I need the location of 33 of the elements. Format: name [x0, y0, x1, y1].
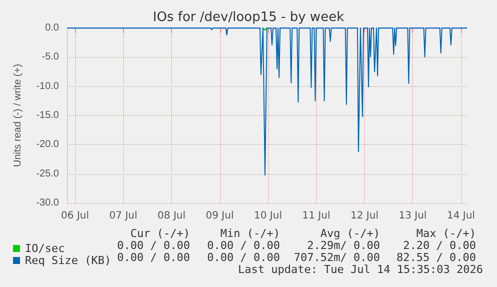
text: Max (-/+) — [416, 227, 476, 240]
text: 0.00 / 0.00 — [117, 251, 190, 264]
chart-title: IOs for /dev/loop15 - by week — [152, 10, 345, 25]
text: 0.00 / 0.00 — [207, 239, 280, 252]
text: 2.20 / 0.00 — [403, 239, 476, 252]
x-tick-label: 07 Jul — [109, 210, 138, 222]
text: 707.52m/ 0.00 — [294, 251, 380, 264]
y-tick-label: -5.0 — [42, 52, 60, 63]
x-tick-label: 14 Jul — [446, 210, 475, 222]
y-tick-label: 0.0 — [45, 22, 60, 34]
y-tick-label: -25.0 — [36, 168, 60, 180]
legend-label: IO/sec — [25, 242, 65, 255]
x-tick-label: 12 Jul — [350, 210, 378, 222]
text: Last update: Tue Jul 14 15:35:03 2026 — [238, 263, 484, 276]
text: Cur (-/+) — [130, 227, 190, 240]
x-tick-label: 09 Jul — [206, 210, 234, 222]
text: Avg (-/+) — [320, 227, 380, 240]
y-tick-label: -30.0 — [36, 198, 60, 208]
text: 2.29m/ 0.00 — [307, 239, 380, 252]
x-tick-label: 10 Jul — [254, 210, 282, 222]
x-tick-label: 13 Jul — [398, 210, 427, 222]
text: Min (-/+) — [220, 227, 280, 240]
y-tick-label: -15.0 — [36, 110, 60, 121]
text: 0.00 / 0.00 — [117, 239, 190, 252]
y-axis-title: Units read (-) / write (+) — [12, 64, 24, 168]
y-tick-label: -20.0 — [36, 139, 60, 150]
legend-label: Req Size (KB) — [25, 254, 112, 267]
text: 82.55 / 0.00 — [396, 251, 476, 264]
x-tick-label: 11 Jul — [302, 210, 330, 222]
x-tick-label: 06 Jul — [61, 210, 90, 222]
text: 0.00 / 0.00 — [207, 251, 280, 264]
y-tick-label: -10.0 — [36, 80, 60, 92]
x-tick-label: 08 Jul — [158, 210, 186, 222]
